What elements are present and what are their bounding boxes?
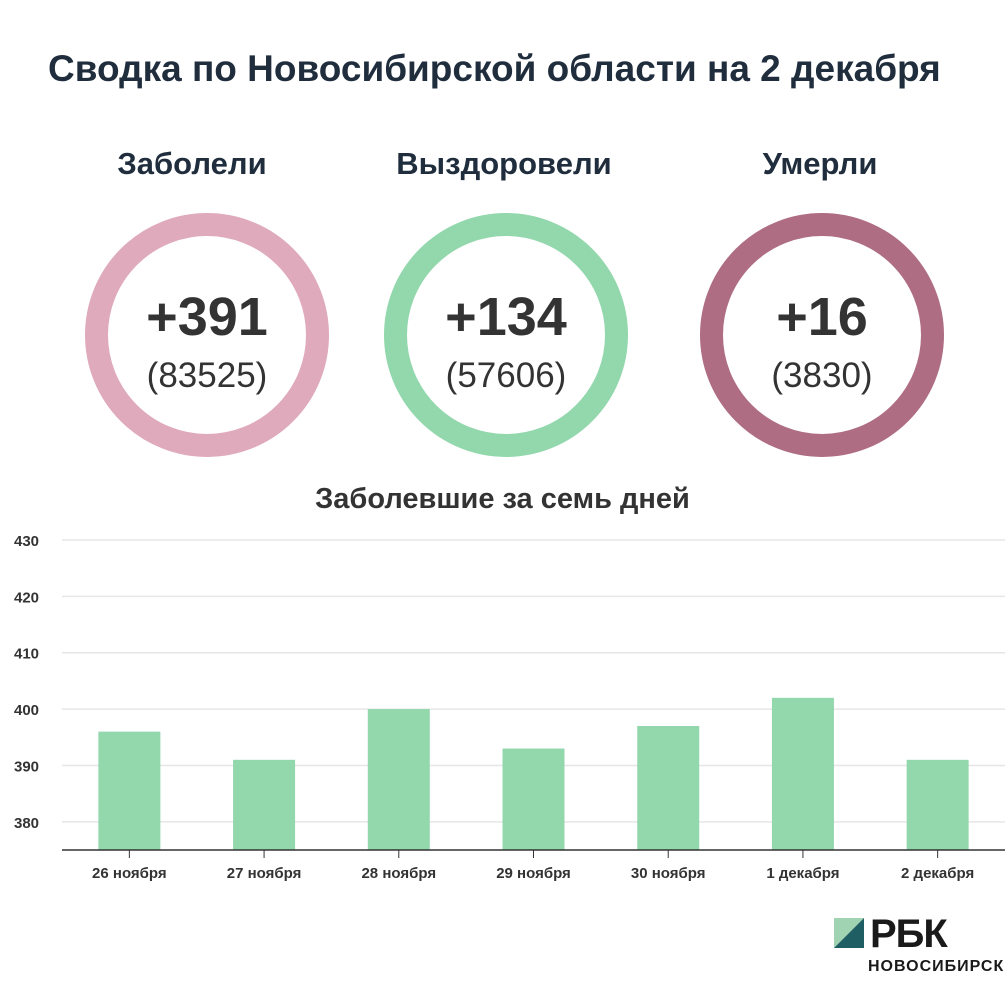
page-title: Сводка по Новосибирской области на 2 дек… — [48, 48, 941, 89]
stat-label-infected: Заболели — [117, 146, 267, 181]
bar — [502, 748, 565, 850]
x-tick-label: 29 ноября — [496, 865, 571, 882]
bar-chart: 380 390 400 410 420 430 26 ноября 27 ноября 28 н… — [14, 533, 1005, 882]
bar — [233, 759, 296, 850]
logo-mark-icon — [834, 918, 864, 948]
bar — [367, 709, 430, 850]
ring-recovered-total: (57606) — [445, 356, 567, 395]
logo-text: РБК — [870, 912, 948, 956]
y-tick-label: 390 — [14, 758, 39, 775]
chart-title: Заболевшие за семь дней — [315, 483, 690, 515]
y-tick-label: 400 — [14, 702, 39, 719]
ring-recovered-delta: +134 — [445, 287, 567, 347]
x-tick-label: 28 ноября — [361, 865, 436, 882]
x-tick-label: 1 декабря — [766, 865, 839, 882]
x-tick-label: 2 декабря — [901, 865, 974, 882]
rbc-logo: РБК НОВОСИБИРСК — [834, 912, 1004, 982]
ring-infected: +391 (83525) — [85, 213, 329, 457]
ring-deaths: +16 (3830) — [700, 213, 944, 457]
logo-subtext: НОВОСИБИРСК — [868, 958, 1005, 975]
y-tick-label: 430 — [14, 533, 39, 550]
y-tick-label: 380 — [14, 815, 39, 832]
stat-label-recovered: Выздоровели — [396, 146, 612, 181]
ring-infected-total: (83525) — [146, 356, 268, 395]
x-tick-label: 27 ноября — [227, 865, 302, 882]
ring-infected-delta: +391 — [146, 287, 268, 347]
bar — [637, 726, 700, 850]
ring-deaths-total: (3830) — [771, 356, 873, 395]
bar — [906, 759, 969, 850]
x-tick-label: 30 ноября — [631, 865, 706, 882]
bar — [771, 697, 834, 850]
ring-deaths-delta: +16 — [776, 287, 868, 347]
ring-recovered: +134 (57606) — [384, 213, 628, 457]
y-tick-label: 410 — [14, 646, 39, 663]
bar — [98, 731, 161, 850]
x-tick-label: 26 ноября — [92, 865, 167, 882]
stat-label-deaths: Умерли — [762, 146, 878, 181]
y-tick-label: 420 — [14, 589, 39, 606]
